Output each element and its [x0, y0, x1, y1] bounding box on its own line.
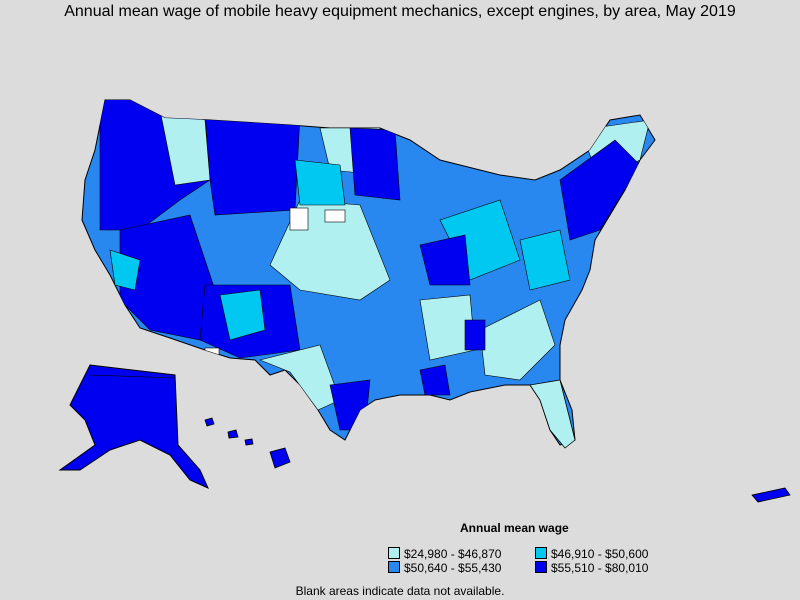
legend-label: $50,640 - $55,430	[404, 561, 502, 575]
legend-label: $46,910 - $50,600	[551, 547, 649, 561]
legend-swatch	[388, 561, 400, 573]
legend-item: $50,640 - $55,430	[388, 561, 501, 575]
legend-swatch	[535, 547, 547, 559]
contiguous-us	[81, 99, 656, 449]
alaska	[58, 364, 209, 489]
legend-swatch	[388, 547, 400, 559]
map-title: Annual mean wage of mobile heavy equipme…	[64, 3, 736, 20]
hawaii	[204, 417, 291, 469]
legend-item: $46,910 - $50,600	[535, 547, 648, 561]
legend-item: $24,980 - $46,870	[388, 547, 501, 561]
legend-label: $55,510 - $80,010	[551, 561, 649, 575]
wage-regions	[99, 100, 651, 431]
footnote: Blank areas indicate data not available.	[295, 584, 505, 598]
legend-item: $55,510 - $80,010	[535, 561, 648, 575]
legend-label: $24,980 - $46,870	[404, 547, 502, 561]
legend-title: Annual mean wage	[460, 521, 569, 535]
legend-swatch	[535, 561, 547, 573]
puerto-rico	[751, 487, 791, 503]
florida	[529, 379, 576, 449]
